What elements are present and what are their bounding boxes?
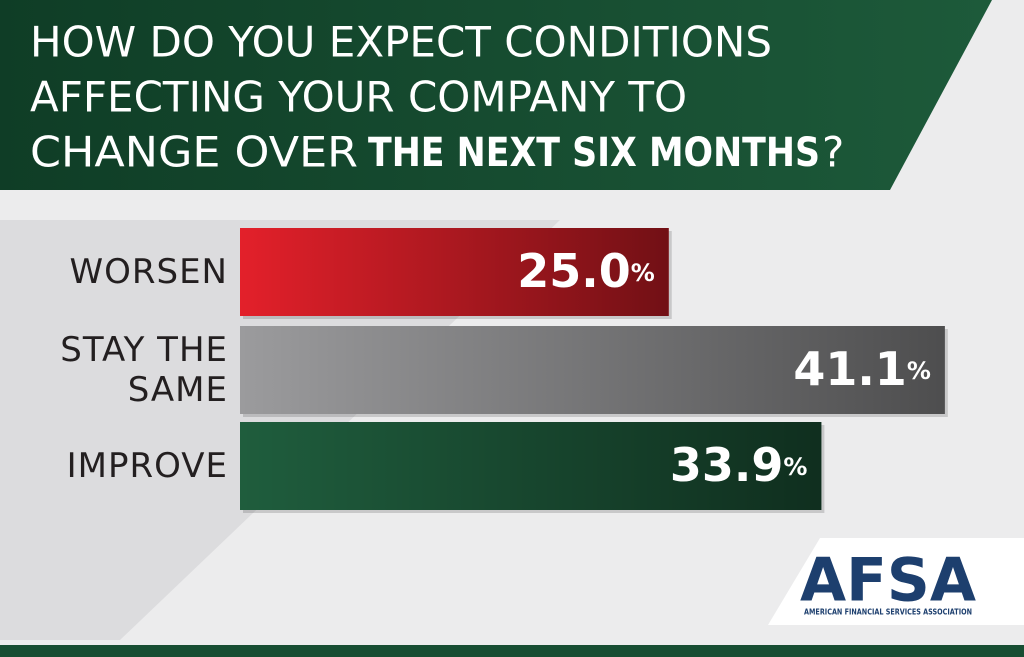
title-line: CHANGE OVER [30, 128, 358, 177]
title-emphasis: THE NEXT SIX MONTHS [368, 130, 820, 176]
logo-panel [768, 538, 1024, 625]
bar-shade [240, 228, 669, 316]
logo-text: AFSA [800, 546, 977, 616]
value-label: 33.9% [670, 438, 808, 492]
category-label: STAY THE SAME [60, 330, 228, 410]
logo-tagline: AMERICAN FINANCIAL SERVICES ASSOCIATION [804, 608, 972, 617]
footer-band [0, 645, 1024, 657]
value-label: 41.1% [793, 342, 931, 396]
bar-shade [240, 422, 822, 510]
title-line: HOW DO YOU EXPECT CONDITIONS [30, 18, 772, 67]
title-line: AFFECTING YOUR COMPANY TO [30, 73, 687, 122]
category-label: IMPROVE [66, 446, 228, 486]
header-band [0, 0, 992, 190]
bar-shade [240, 326, 945, 414]
title-end: ? [822, 128, 844, 177]
value-label: 25.0% [517, 244, 655, 298]
category-label: WORSEN [69, 252, 228, 292]
